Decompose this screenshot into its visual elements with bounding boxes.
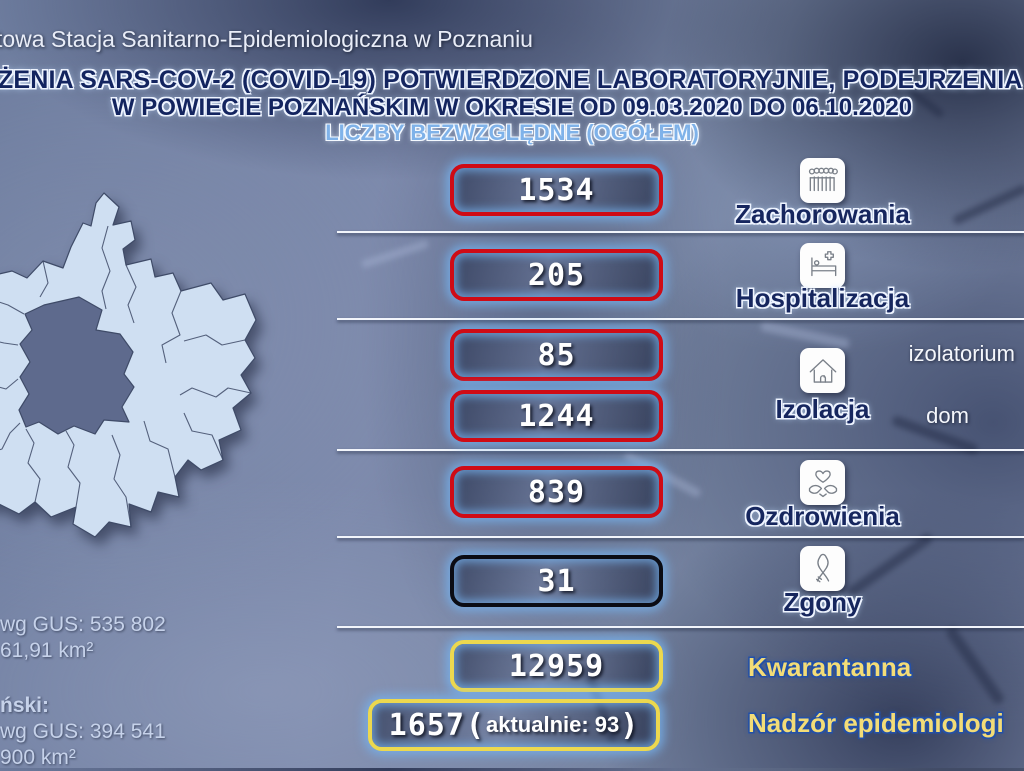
stat-paren-close: ): [620, 707, 640, 743]
separator: [337, 231, 1024, 233]
footnote-area-2: 900 km²: [0, 746, 76, 769]
footnote-population-county: wg GUS: 535 802: [0, 613, 166, 636]
poznan-county-map: [0, 183, 284, 568]
stat-box-izolatorium: 85: [450, 329, 663, 381]
county-stats-footnote: wg GUS: 535 802 61,91 km² ński: wg GUS: …: [0, 612, 166, 771]
stat-label-kwarantanna: Kwarantanna: [748, 652, 912, 682]
stat-label-ozdrowienia: Ozdrowienia: [745, 501, 900, 531]
stat-value-izolatorium: 85: [537, 337, 576, 373]
stat-label-zachorowania: Zachorowania: [735, 199, 910, 229]
hospital-bed-icon: [800, 243, 845, 288]
title-line-2: W POWIECIE POZNAŃSKIM W OKRESIE OD 09.03…: [111, 94, 913, 121]
stat-label-zgony: Zgony: [783, 587, 862, 617]
house-icon: [800, 348, 845, 393]
heart-hands-icon: [800, 460, 845, 505]
separator: [337, 536, 1024, 538]
stat-label-hospitalizacja: Hospitalizacja: [735, 283, 910, 313]
stat-box-hospitalizacja: 205: [450, 249, 663, 301]
stat-label-izolacja: Izolacja: [775, 394, 870, 424]
stat-value-zachorowania: 1534: [518, 172, 595, 208]
stat-box-ozdrowienia: 839: [450, 466, 663, 518]
stat-value-zgony: 31: [537, 563, 576, 599]
stat-value-nadzor: 1657: [388, 707, 465, 743]
stat-box-kwarantanna: 12959: [450, 640, 663, 692]
station-name: towa Stacja Sanitarno-Epidemiologiczna w…: [0, 26, 533, 52]
stat-value-izolacja-dom: 1244: [518, 398, 595, 434]
county-map-svg: [0, 192, 257, 538]
footnote-area-county: 61,91 km²: [0, 639, 94, 662]
stat-box-zgony: 31: [450, 555, 663, 607]
virus-streak: [759, 320, 851, 350]
stat-label-nadzor: Nadzór epidemiologi: [748, 708, 1004, 738]
separator: [337, 449, 1024, 451]
ribbon-icon: [800, 546, 845, 591]
title-line-1: AKAŻENIA SARS-COV-2 (COVID-19) POTWIERDZ…: [0, 66, 1024, 94]
stat-box-zachorowania: 1534: [450, 164, 663, 216]
stat-value-kwarantanna: 12959: [508, 648, 605, 684]
title-line-3: LICZBY BEZWZGLĘDNE (OGÓŁEM): [325, 120, 699, 145]
virus-streak: [360, 239, 430, 269]
separator: [337, 318, 1024, 320]
stat-value-ozdrowienia: 839: [527, 474, 586, 510]
side-label-izolatorium: izolatorium: [908, 341, 1015, 366]
virus-streak: [944, 625, 1006, 706]
virus-streak: [951, 183, 1024, 226]
stat-value-hospitalizacja: 205: [527, 257, 586, 293]
side-label-dom: dom: [926, 403, 969, 428]
footnote-population-2: wg GUS: 394 541: [0, 720, 166, 743]
stat-box-nadzor: 1657(aktualnie: 93): [368, 699, 660, 751]
stat-paren-open: (: [465, 707, 485, 743]
people-group-icon: [800, 158, 845, 203]
footnote-subheading: ński:: [0, 694, 50, 717]
stat-box-izolacja-dom: 1244: [450, 390, 663, 442]
stat-detail-nadzor: aktualnie: 93: [485, 712, 620, 737]
separator: [337, 626, 1024, 628]
